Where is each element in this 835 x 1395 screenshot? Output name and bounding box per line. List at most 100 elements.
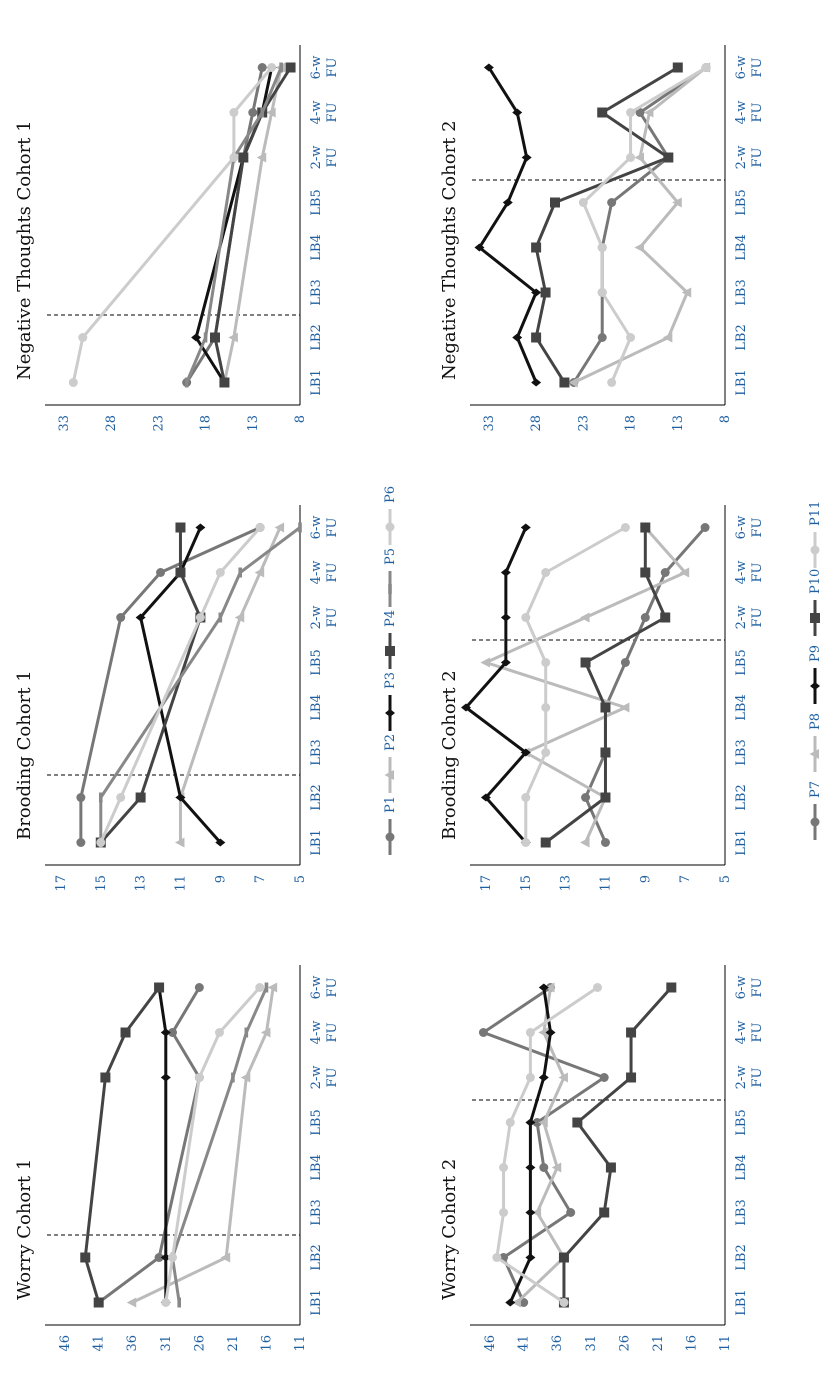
data-point-P5 <box>218 612 223 623</box>
x-tick-label-line2: FU <box>750 607 765 627</box>
x-tick-label: LB5 <box>734 1109 749 1135</box>
x-tick-label: LB1 <box>309 1289 324 1315</box>
legend-marker-P3 <box>385 709 395 717</box>
data-point-P11 <box>521 613 531 622</box>
x-tick-label: 4-w <box>734 1021 749 1045</box>
series-line-P6 <box>71 66 273 383</box>
y-tick-label: 21 <box>226 1335 241 1352</box>
data-point-P7 <box>566 1208 576 1217</box>
data-point-P2 <box>126 1297 137 1308</box>
data-point-P4 <box>210 332 220 343</box>
data-point-P5 <box>260 107 265 118</box>
x-tick-label: LB4 <box>734 234 749 260</box>
y-tick-label: 8 <box>293 415 308 423</box>
data-point-P6 <box>229 108 239 117</box>
data-point-P6 <box>161 1298 171 1307</box>
data-point-P1 <box>168 1028 177 1037</box>
data-point-P10 <box>540 287 551 298</box>
data-point-P6 <box>255 983 265 992</box>
x-tick-label: LB5 <box>309 189 324 215</box>
x-tick-label: LB2 <box>309 784 324 810</box>
legend-label-P5: P5 <box>383 548 398 565</box>
data-point-P2 <box>220 1252 231 1263</box>
data-point-P10 <box>540 837 551 848</box>
data-point-P8 <box>679 567 690 578</box>
y-tick-label: 33 <box>482 415 497 432</box>
data-point-P6 <box>214 1028 224 1037</box>
series-line-P10 <box>562 986 673 1303</box>
data-point-P10 <box>663 152 674 163</box>
data-point-P5 <box>203 332 208 343</box>
x-tick-label-line2: FU <box>750 102 765 122</box>
x-tick-label: 4-w <box>734 101 749 125</box>
data-point-P4 <box>175 567 186 578</box>
legend-label-P7: P7 <box>808 781 823 798</box>
data-point-P8 <box>580 837 590 848</box>
series-P4 <box>80 982 165 1308</box>
x-tick-label-line2: FU <box>750 1067 765 1087</box>
y-tick-label: 26 <box>617 1335 632 1352</box>
data-point-P9 <box>525 1163 536 1172</box>
data-point-P9 <box>521 153 532 162</box>
data-point-P2 <box>274 522 285 533</box>
data-point-P10 <box>605 1162 616 1173</box>
data-point-P9 <box>531 288 542 297</box>
x-tick-label-line2: FU <box>325 607 340 627</box>
series-P11 <box>492 983 602 1307</box>
y-tick-label: 41 <box>92 1335 107 1352</box>
series-line-P2 <box>178 526 282 843</box>
x-tick-label: LB4 <box>734 694 749 720</box>
series-line-P2 <box>131 987 275 1304</box>
data-point-P6 <box>229 153 239 162</box>
legend-label-P1: P1 <box>383 796 398 813</box>
series-line-P7 <box>572 66 707 384</box>
data-point-P2 <box>234 612 245 623</box>
x-tick-label: LB4 <box>309 234 324 260</box>
data-point-P4 <box>154 982 165 993</box>
legend-label-P2: P2 <box>383 734 398 751</box>
y-tick-label: 13 <box>671 415 686 432</box>
data-point-P10 <box>531 332 542 343</box>
series-line-P10 <box>544 527 667 844</box>
data-point-P1 <box>76 793 86 802</box>
chart-panel-neg1: Negative Thoughts Cohort 1 33 28 23 18 13 8 LB1… <box>14 45 340 432</box>
series-P9 <box>474 63 542 387</box>
x-tick-label-line2: FU <box>325 102 340 122</box>
data-point-P10 <box>572 1117 583 1128</box>
x-tick-label-line2: FU <box>750 977 765 997</box>
data-point-P7 <box>660 568 670 577</box>
x-tick-label: 2-w <box>734 146 749 170</box>
data-point-P10 <box>599 1207 610 1218</box>
data-point-P11 <box>541 748 551 757</box>
data-point-P9 <box>520 523 531 532</box>
legend-marker-P2 <box>384 770 394 780</box>
data-point-P8 <box>545 982 555 993</box>
chart-title: Brooding Cohort 1 <box>14 670 35 840</box>
data-point-P7 <box>600 838 610 847</box>
y-tick-label: 7 <box>253 875 268 883</box>
y-tick-label: 16 <box>259 1335 274 1352</box>
x-tick-label: 6-w <box>309 516 324 540</box>
x-tick-label-line2: FU <box>325 57 340 77</box>
x-tick-label: 4-w <box>309 101 324 125</box>
data-point-P11 <box>626 108 636 117</box>
chart-panel-neg2: Negative Thoughts Cohort 2 33 28 23 18 13 8 LB1… <box>439 45 765 432</box>
data-point-P11 <box>597 288 607 297</box>
y-tick-label: 46 <box>483 1335 498 1352</box>
series-line-P11 <box>581 66 707 384</box>
series-line-P8 <box>573 66 708 384</box>
x-tick-label: LB3 <box>734 279 749 305</box>
series-P10 <box>558 982 677 1308</box>
data-point-P7 <box>700 523 710 532</box>
x-tick-label: 4-w <box>309 561 324 585</box>
series-line-P8 <box>515 987 566 1304</box>
x-tick-label-line2: FU <box>325 977 340 997</box>
x-tick-label-line2: FU <box>750 57 765 77</box>
data-point-P10 <box>531 242 542 253</box>
y-tick-label: 11 <box>718 1335 733 1352</box>
x-tick-label: 6-w <box>309 976 324 1000</box>
data-point-P5 <box>231 1072 235 1083</box>
data-point-P11 <box>525 1073 535 1082</box>
y-tick-label: 9 <box>213 875 228 883</box>
series-line-P7 <box>584 526 707 844</box>
